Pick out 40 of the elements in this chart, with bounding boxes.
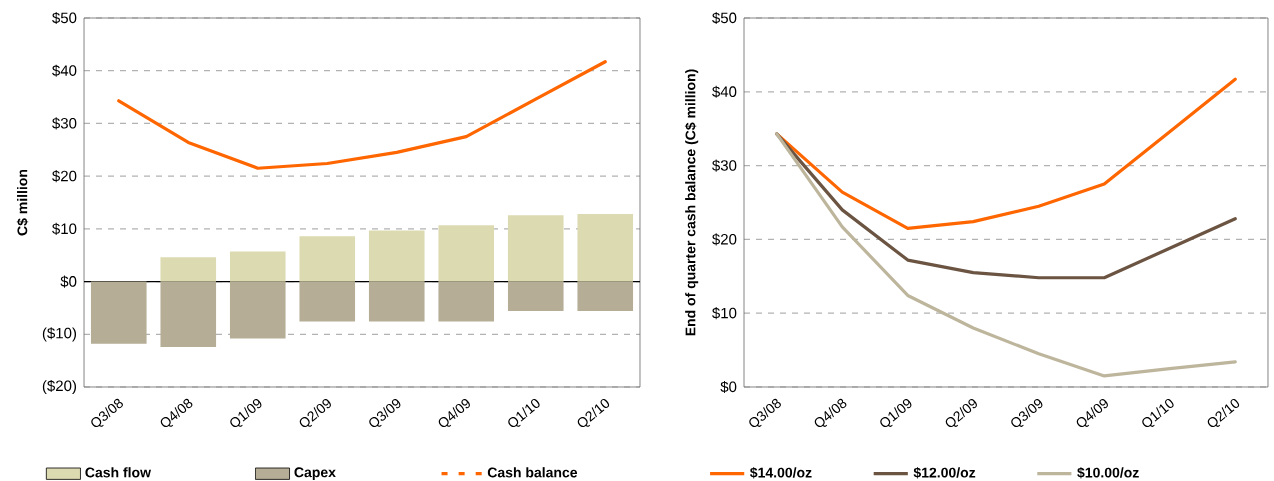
bar [438,281,495,322]
y-tick-label: $0 [720,380,737,394]
y-tick-label: $30 [52,117,77,130]
bar [577,281,634,312]
bar [229,251,286,282]
bar [577,214,634,282]
bar [160,257,217,282]
y-tick-label: $10 [712,307,737,320]
y-tick-label: $40 [52,64,77,77]
bar [299,281,356,322]
y-tick-label: $50 [712,11,737,25]
bar [507,215,564,282]
legend-label: $12.00/oz [913,467,976,479]
bar [438,225,495,282]
bar [507,281,564,312]
y-tick-label: ($10) [42,327,77,342]
bar [368,281,425,322]
line-series [117,60,607,170]
line-series [775,132,1237,378]
bar [299,236,356,282]
y-tick-label: $0 [60,275,77,288]
bar [90,281,147,344]
bar [160,281,217,347]
legend-label: Cash balance [487,467,578,478]
y-tick-label: $10 [52,222,77,235]
y-tick-label: $50 [52,11,77,25]
legend-label: Capex [294,467,336,480]
bar [229,281,286,339]
y-tick-label: ($20) [42,379,77,395]
y-tick-label: $20 [52,170,77,183]
y-tick-label: $20 [712,233,737,246]
y-tick-label: $30 [712,159,737,172]
y-tick-label: $40 [712,85,737,98]
legend-label: $10.00/oz [1077,467,1139,479]
legend-label: Cash flow [85,467,152,478]
y-axis-title: C$ million [16,169,29,236]
legend-label: $14.00/oz [750,467,812,479]
y-axis-title: End of quarter cash balance (C$ million) [684,69,699,336]
line-series [775,132,1237,280]
bar [368,230,425,282]
